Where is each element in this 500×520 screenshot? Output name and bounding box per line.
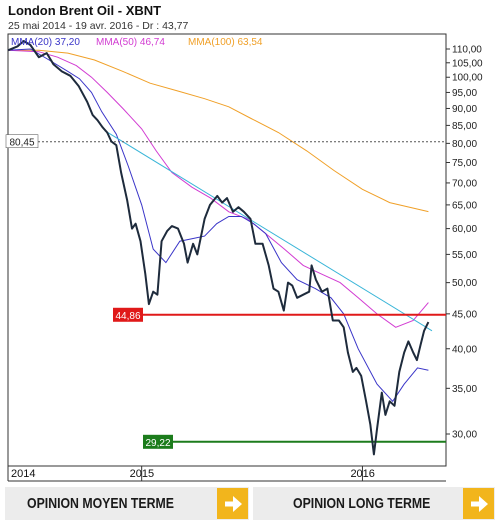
price-chart: 30,00 35,00 40,00 45,00 50,00 55,00 60,00 65,00…: [5, 33, 483, 482]
y-tick-label: 75,00: [452, 158, 477, 169]
level-label-box: [143, 434, 173, 449]
x-tick-label: 2015: [130, 468, 154, 480]
y-tick-label: 110,00: [452, 45, 482, 56]
y-tick-label: 95,00: [452, 88, 477, 99]
x-tick-label: 2016: [350, 468, 374, 480]
y-tick-label: 85,00: [452, 121, 477, 132]
y-tick-label: 45,00: [452, 309, 477, 320]
series-line-mma50: [7, 49, 429, 328]
level-label-box: [113, 307, 143, 322]
arrow-right-icon: [217, 488, 248, 519]
y-tick-label: 100,00: [452, 73, 483, 84]
plot-frame: [7, 33, 447, 467]
chart-title: London Brent Oil - XBNT: [8, 3, 162, 18]
legend-entry: MMA(50) 46,74: [96, 37, 165, 48]
series-line-mma100: [8, 49, 429, 213]
x-tick-label: 2014: [11, 468, 35, 480]
y-tick-label: 30,00: [452, 430, 477, 441]
trendline: [104, 130, 433, 332]
y-tick-label: 60,00: [452, 224, 477, 235]
y-tick-label: 80,00: [452, 139, 477, 150]
level-label: 80,45: [9, 138, 34, 149]
legend-entry: MMA(100) 63,54: [188, 37, 263, 48]
y-tick-label: 70,00: [452, 178, 477, 189]
y-tick-label: 35,00: [452, 384, 477, 395]
series-line-price: [7, 40, 430, 456]
chart-subtitle: 25 mai 2014 - 19 avr. 2016 - Dr : 43,77: [8, 20, 189, 32]
y-tick-label: 65,00: [452, 200, 477, 211]
y-tick-label: 40,00: [452, 344, 477, 355]
level-label-box: [5, 134, 39, 149]
y-tick-label: 55,00: [452, 250, 477, 261]
legend-entry: MMA(20) 37,20: [11, 37, 80, 48]
y-tick-label: 90,00: [452, 104, 477, 115]
y-tick-label: 105,00: [452, 58, 483, 69]
opinion-long-terme-label: OPINION LONG TERME: [293, 495, 431, 512]
series-line-mma20: [7, 48, 429, 403]
y-tick-label: 50,00: [452, 278, 477, 289]
opinion-long-terme-button[interactable]: OPINION LONG TERME: [253, 487, 495, 520]
level-label: 44,86: [115, 311, 140, 322]
level-label: 29,22: [145, 438, 170, 449]
opinion-moyen-terme-label: OPINION MOYEN TERME: [27, 495, 174, 512]
opinion-moyen-terme-button[interactable]: OPINION MOYEN TERME: [5, 487, 249, 520]
arrow-right-icon: [463, 488, 494, 519]
